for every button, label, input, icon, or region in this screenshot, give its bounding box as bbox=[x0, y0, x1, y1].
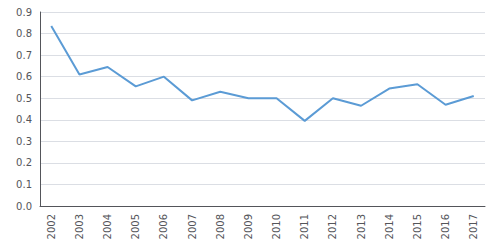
svg-text:2004: 2004 bbox=[102, 214, 113, 239]
svg-text:0.0: 0.0 bbox=[16, 201, 32, 212]
svg-text:2011: 2011 bbox=[299, 214, 310, 239]
svg-text:2009: 2009 bbox=[243, 214, 254, 239]
svg-text:2006: 2006 bbox=[158, 214, 169, 239]
svg-text:2015: 2015 bbox=[412, 214, 423, 239]
svg-text:2016: 2016 bbox=[440, 214, 451, 239]
svg-text:0.1: 0.1 bbox=[16, 179, 32, 190]
svg-text:0.5: 0.5 bbox=[16, 93, 32, 104]
svg-text:2014: 2014 bbox=[384, 214, 395, 239]
svg-text:0.8: 0.8 bbox=[16, 28, 32, 39]
svg-text:2003: 2003 bbox=[74, 214, 85, 239]
svg-text:2012: 2012 bbox=[327, 214, 338, 239]
svg-text:2013: 2013 bbox=[356, 214, 367, 239]
svg-text:0.2: 0.2 bbox=[16, 157, 32, 168]
svg-text:0.4: 0.4 bbox=[16, 114, 32, 125]
svg-text:2017: 2017 bbox=[468, 214, 479, 239]
svg-text:0.6: 0.6 bbox=[16, 71, 32, 82]
svg-text:2010: 2010 bbox=[271, 214, 282, 239]
svg-text:0.3: 0.3 bbox=[16, 136, 32, 147]
svg-text:2005: 2005 bbox=[130, 214, 141, 239]
svg-text:2007: 2007 bbox=[187, 214, 198, 239]
svg-text:0.9: 0.9 bbox=[16, 7, 32, 18]
svg-text:2008: 2008 bbox=[215, 214, 226, 239]
svg-text:2002: 2002 bbox=[46, 214, 57, 239]
svg-text:0.7: 0.7 bbox=[16, 50, 32, 61]
